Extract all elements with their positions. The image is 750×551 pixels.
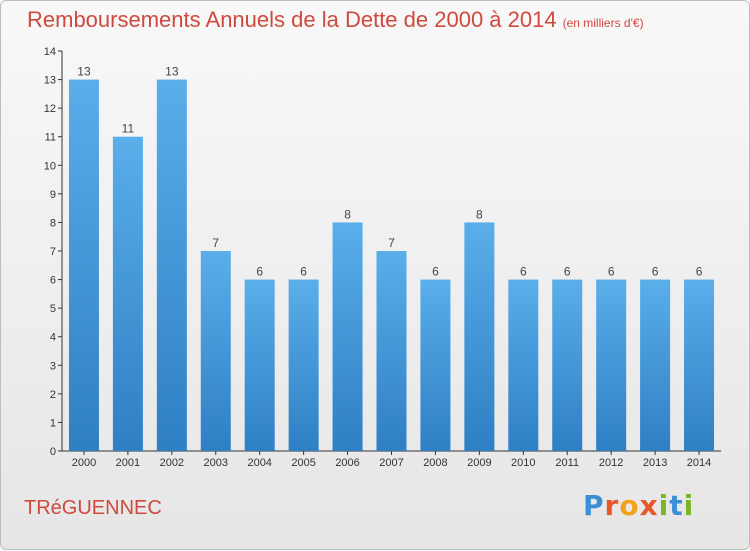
data-label: 6	[520, 265, 527, 279]
y-tick-label: 8	[50, 217, 56, 229]
x-tick-label: 2007	[379, 457, 403, 469]
x-tick-label: 2011	[555, 457, 579, 469]
proxiti-logo: Proxiti	[583, 489, 695, 522]
y-tick-label: 5	[50, 303, 56, 315]
data-label: 6	[256, 265, 263, 279]
y-tick-label: 6	[50, 275, 56, 287]
chart-title: Remboursements Annuels de la Dette de 20…	[27, 7, 644, 32]
data-label: 7	[388, 236, 395, 250]
y-tick-label: 11	[45, 132, 56, 144]
x-tick-label: 2009	[467, 457, 491, 469]
x-tick-label: 2013	[643, 457, 667, 469]
municipality-name: TRéGUENNEC	[24, 497, 162, 519]
x-tick-label: 2001	[116, 457, 140, 469]
bar	[684, 279, 715, 451]
x-tick-label: 2005	[291, 457, 315, 469]
x-tick-label: 2008	[423, 457, 447, 469]
y-tick-label: 14	[44, 46, 56, 58]
x-tick-label: 2010	[511, 457, 535, 469]
x-tick-label: 2002	[160, 457, 184, 469]
y-tick-label: 10	[44, 160, 56, 172]
data-label: 6	[696, 265, 703, 279]
bar	[464, 222, 495, 451]
x-tick-label: 2003	[204, 457, 228, 469]
y-tick-label: 0	[50, 446, 56, 458]
x-tick-label: 2000	[72, 457, 96, 469]
x-tick-label: 2006	[335, 457, 359, 469]
y-tick-label: 13	[44, 75, 56, 87]
bar	[244, 279, 275, 451]
y-tick-label: 4	[50, 332, 56, 344]
bar	[508, 279, 539, 451]
bar	[200, 251, 231, 451]
bar	[68, 79, 99, 452]
bar	[156, 79, 187, 452]
data-label: 11	[122, 122, 135, 136]
data-label: 8	[476, 207, 483, 221]
bar	[640, 279, 671, 451]
data-label: 6	[432, 265, 439, 279]
x-tick-label: 2004	[247, 457, 271, 469]
y-tick-label: 3	[50, 360, 56, 372]
y-tick-label: 1	[50, 417, 56, 429]
chart-subtitle: (en milliers d'€)	[562, 16, 644, 30]
data-label: 6	[608, 265, 615, 279]
y-tick-label: 7	[50, 246, 56, 258]
data-label: 6	[652, 265, 659, 279]
data-label: 8	[344, 207, 351, 221]
bar	[112, 136, 143, 451]
bar	[420, 279, 451, 451]
data-label: 6	[300, 265, 307, 279]
x-tick-label: 2014	[687, 457, 711, 469]
data-label: 13	[165, 65, 179, 79]
data-label: 7	[212, 236, 219, 250]
bar	[376, 251, 407, 451]
data-label: 13	[77, 65, 91, 79]
x-tick-label: 2012	[599, 457, 623, 469]
data-label: 6	[564, 265, 571, 279]
y-tick-label: 12	[44, 103, 56, 115]
y-tick-label: 2	[50, 389, 56, 401]
bar	[596, 279, 627, 451]
bar	[332, 222, 363, 451]
bar	[288, 279, 319, 451]
bar	[552, 279, 583, 451]
y-tick-label: 9	[50, 189, 56, 201]
